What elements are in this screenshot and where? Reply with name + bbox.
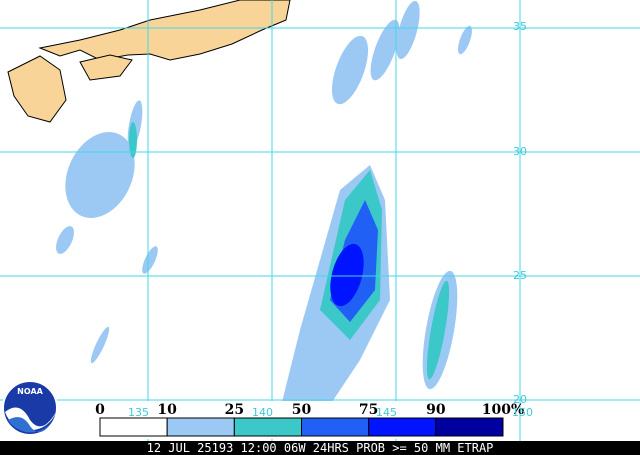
legend-label: 50 [292, 402, 312, 418]
lat-label: 30 [513, 145, 527, 158]
legend: 0 10 25 50 75 90 100% [95, 401, 524, 439]
legend-swatch [99, 417, 168, 437]
legend-label: 100% [482, 402, 525, 418]
lat-label: 35 [513, 20, 527, 33]
footer-bar [0, 441, 640, 455]
legend-label: 0 [95, 402, 105, 418]
legend-swatch [166, 417, 235, 437]
footer-text: 12 JUL 25193 12:00 06W 24HRS PROB >= 50 … [147, 441, 494, 455]
legend-label: 10 [157, 402, 177, 418]
legend-swatch [435, 417, 504, 437]
precip-areas [56, 0, 472, 410]
graticule [0, 0, 640, 441]
lat-label: 25 [513, 269, 527, 282]
legend-label: 25 [225, 402, 244, 418]
legend-label: 75 [359, 402, 378, 418]
land [7, 0, 291, 123]
lon-label: 145 [376, 406, 397, 419]
noaa-logo: NOAA [2, 380, 58, 436]
legend-swatch [233, 417, 302, 437]
legend-swatch [368, 417, 437, 437]
legend-label: 90 [426, 402, 446, 418]
lon-labels: 135 140 145 150 [128, 406, 533, 419]
logo-text: NOAA [17, 387, 43, 396]
lon-label: 140 [252, 406, 273, 419]
legend-swatch [301, 417, 370, 437]
lat-label: 20 [513, 393, 527, 406]
lat-labels: 35 30 25 20 [513, 20, 527, 406]
lon-label: 150 [512, 406, 533, 419]
lon-label: 135 [128, 406, 149, 419]
